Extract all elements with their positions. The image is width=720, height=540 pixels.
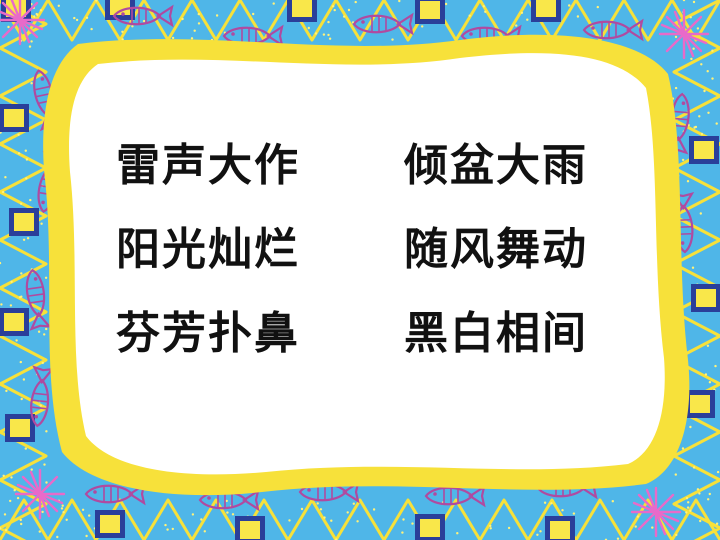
- word-card-1[interactable]: 雷声大作: [116, 140, 300, 191]
- word-card-5[interactable]: 芬芳扑鼻: [116, 308, 300, 359]
- word-card-3[interactable]: 阳光灿烂: [116, 224, 300, 275]
- word-card-4[interactable]: 随风舞动: [404, 224, 588, 275]
- word-card-6[interactable]: 黑白相间: [404, 308, 588, 359]
- word-card-2[interactable]: 倾盆大雨: [404, 140, 588, 191]
